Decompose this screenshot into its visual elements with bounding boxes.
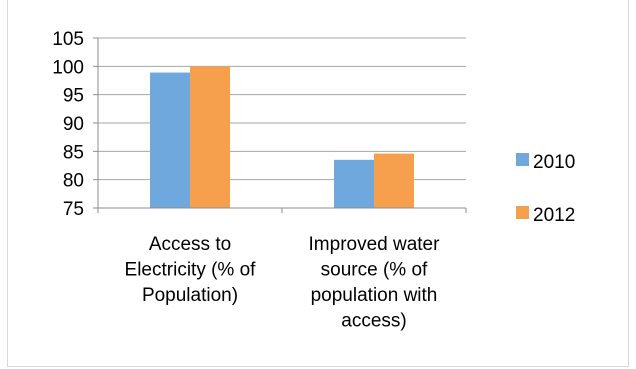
- x-tick-labels: Access to Electricity (% of Population) Imp…: [125, 234, 441, 332]
- x-category-label: Improved water source (% of population wit…: [309, 234, 441, 332]
- y-tick-labels: 75 80 85 90 95 100 105: [52, 29, 84, 220]
- chart-frame: [7, 0, 629, 367]
- y-tick-label: 105: [52, 29, 84, 50]
- axes: [93, 37, 467, 213]
- legend-label-2010: 2010: [533, 152, 575, 173]
- legend-swatch-2010: [516, 153, 529, 166]
- legend-label-2012: 2012: [533, 205, 575, 226]
- y-tick-label: 95: [63, 86, 84, 107]
- legend: 2010 2012: [516, 152, 575, 226]
- bars: [150, 66, 414, 208]
- y-tick-label: 100: [52, 57, 84, 78]
- bar-2012-1: [374, 153, 414, 208]
- legend-swatch-2012: [516, 206, 529, 219]
- y-tick-label: 75: [63, 199, 84, 220]
- bar-2010-0: [150, 72, 190, 208]
- y-tick-label: 90: [63, 114, 84, 135]
- x-category-label: Access to Electricity (% of Population): [125, 234, 257, 306]
- y-tick-label: 85: [63, 142, 84, 163]
- y-tick-label: 80: [63, 171, 84, 192]
- bar-2012-0: [190, 66, 230, 208]
- bar-2010-1: [334, 159, 374, 208]
